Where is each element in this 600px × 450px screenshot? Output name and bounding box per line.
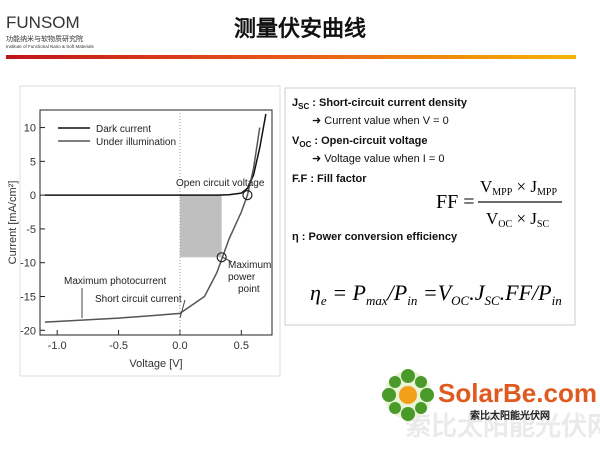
y-tick-label: 5 <box>30 156 36 168</box>
y-axis-label: Current [mA/cm²] <box>7 181 19 265</box>
def-jsc-detail: ➜ Current value when V = 0 <box>312 115 449 127</box>
x-tick-label: -1.0 <box>48 340 67 352</box>
annotation: power <box>228 272 256 283</box>
def-ff: F.F : Fill factor <box>292 173 367 185</box>
x-axis-label: Voltage [V] <box>129 358 182 370</box>
formula-sub: OC <box>451 293 469 308</box>
legend-label: Dark current <box>96 124 151 135</box>
max-power-area <box>179 195 222 258</box>
watermark: 索比太阳能光伏网 <box>405 411 600 441</box>
definition-box <box>284 87 576 326</box>
formula-sub: e <box>321 293 327 308</box>
key-point <box>242 190 253 201</box>
logo-en: Institute of Functional Nano & Soft Mate… <box>6 44 95 49</box>
annotation: Short circuit current <box>95 294 182 305</box>
annotation: Open circuit voltage <box>176 178 265 189</box>
plot-frame <box>39 109 273 336</box>
y-tick-label: -10 <box>20 258 36 270</box>
annotation: point <box>238 284 260 295</box>
logo-cn: 功能纳米与软物质研究院 <box>6 34 83 43</box>
x-tick-label: 0.0 <box>172 340 187 352</box>
x-tick-label: -0.5 <box>109 340 128 352</box>
annotation: Maximum <box>228 260 271 271</box>
chart-image <box>19 85 281 377</box>
ff-denominator: VOC × JSC <box>486 209 549 230</box>
def-eta: η : Power conversion efficiency <box>292 231 458 243</box>
chart: -1.0 -0.5 0.0 0.5 10 5 0 -5 -10 -15 -20 Voltage [V]… <box>7 85 281 377</box>
formula-sub: SC <box>484 293 500 308</box>
formula-sub: in <box>552 293 562 308</box>
def-jsc: JSC : Short-circuit current density <box>292 97 468 111</box>
ff-numerator: VMPP × JMPP <box>480 177 557 198</box>
annotation: Maximum photocurrent <box>64 276 166 287</box>
eta-formula: ηe = Pmax/Pin =VOC.JSC.FF/Pin <box>310 280 562 308</box>
y-tick-label: -5 <box>26 224 36 236</box>
formula-sub: max <box>366 293 388 308</box>
x-tick-label: 0.5 <box>234 340 249 352</box>
y-tick-label: 10 <box>24 123 36 135</box>
legend-label: Under illumination <box>96 137 176 148</box>
formula-part: .FF/P <box>500 280 552 305</box>
annotation-arrow <box>221 256 233 263</box>
formula-sub: in <box>407 293 417 308</box>
slide-title: 测量伏安曲线 <box>234 16 366 41</box>
annotation-arrow <box>179 299 186 319</box>
def-voc: VOC : Open-circuit voltage <box>292 135 427 149</box>
formula-part: η <box>310 280 321 305</box>
brand-flower <box>382 369 434 421</box>
formula-part: .J <box>469 280 486 305</box>
key-point <box>216 252 227 263</box>
formula-part: /P <box>386 280 408 305</box>
formula-part: =V <box>417 280 453 305</box>
ff-lhs: FF = <box>436 191 475 213</box>
y-tick-label: 0 <box>30 190 36 202</box>
logo: FUNSOM <box>6 13 80 32</box>
brand-name: SolarBe.com <box>438 378 597 408</box>
y-tick-label: -20 <box>20 325 36 337</box>
formula-part: = P <box>327 280 366 305</box>
y-tick-label: -15 <box>20 291 36 303</box>
series-line <box>44 113 267 196</box>
def-voc-detail: ➜ Voltage value when I = 0 <box>312 153 444 165</box>
header-bar <box>6 55 576 59</box>
brand-cn: 索比太阳能光伏网 <box>470 409 550 422</box>
